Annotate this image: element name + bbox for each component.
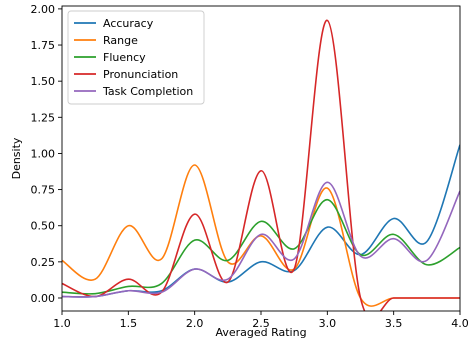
plot-layer bbox=[62, 19, 460, 311]
x-tick-label: 1.0 bbox=[53, 317, 71, 330]
legend-label-range: Range bbox=[103, 34, 138, 47]
y-axis-label: Density bbox=[10, 137, 23, 179]
x-tick-label: 1.5 bbox=[120, 317, 138, 330]
x-tick-label: 4.0 bbox=[451, 317, 469, 330]
y-tick-label: 0.75 bbox=[31, 184, 56, 197]
legend: Accuracy Range Fluency Pronunciation Task Co… bbox=[67, 10, 205, 105]
y-tick-label: 1.75 bbox=[31, 39, 56, 52]
x-tick-label: 2.0 bbox=[186, 317, 204, 330]
legend-label-fluency: Fluency bbox=[103, 51, 146, 64]
y-tick-label: 0.50 bbox=[31, 220, 56, 233]
series-line-pronunciation bbox=[62, 19, 460, 311]
x-axis-label: Averaged Rating bbox=[215, 326, 306, 339]
axes-layer: 1.0 1.5 2.0 2.5 3.0 3.5 4.0 0.00 0.25 0.50 0.75 1.0… bbox=[31, 3, 469, 330]
legend-box bbox=[67, 10, 205, 105]
y-tick-label: 1.50 bbox=[31, 75, 56, 88]
legend-label-accuracy: Accuracy bbox=[103, 17, 154, 30]
y-tick-label: 0.25 bbox=[31, 256, 56, 269]
y-tick-label: 0.00 bbox=[31, 292, 56, 305]
series-lines bbox=[62, 19, 460, 311]
series-line-range bbox=[62, 164, 460, 307]
y-tick-label: 1.00 bbox=[31, 147, 56, 160]
legend-label-task-completion: Task Completion bbox=[102, 85, 193, 98]
y-tick-label: 1.25 bbox=[31, 111, 56, 124]
series-line-fluency bbox=[62, 198, 460, 295]
x-tick-label: 2.5 bbox=[252, 317, 270, 330]
series-line-task-completion bbox=[62, 181, 460, 298]
x-tick-label: 3.0 bbox=[319, 317, 337, 330]
legend-label-pronunciation: Pronunciation bbox=[103, 68, 178, 81]
x-tick-label: 3.5 bbox=[385, 317, 403, 330]
y-tick-label: 2.00 bbox=[31, 3, 56, 16]
